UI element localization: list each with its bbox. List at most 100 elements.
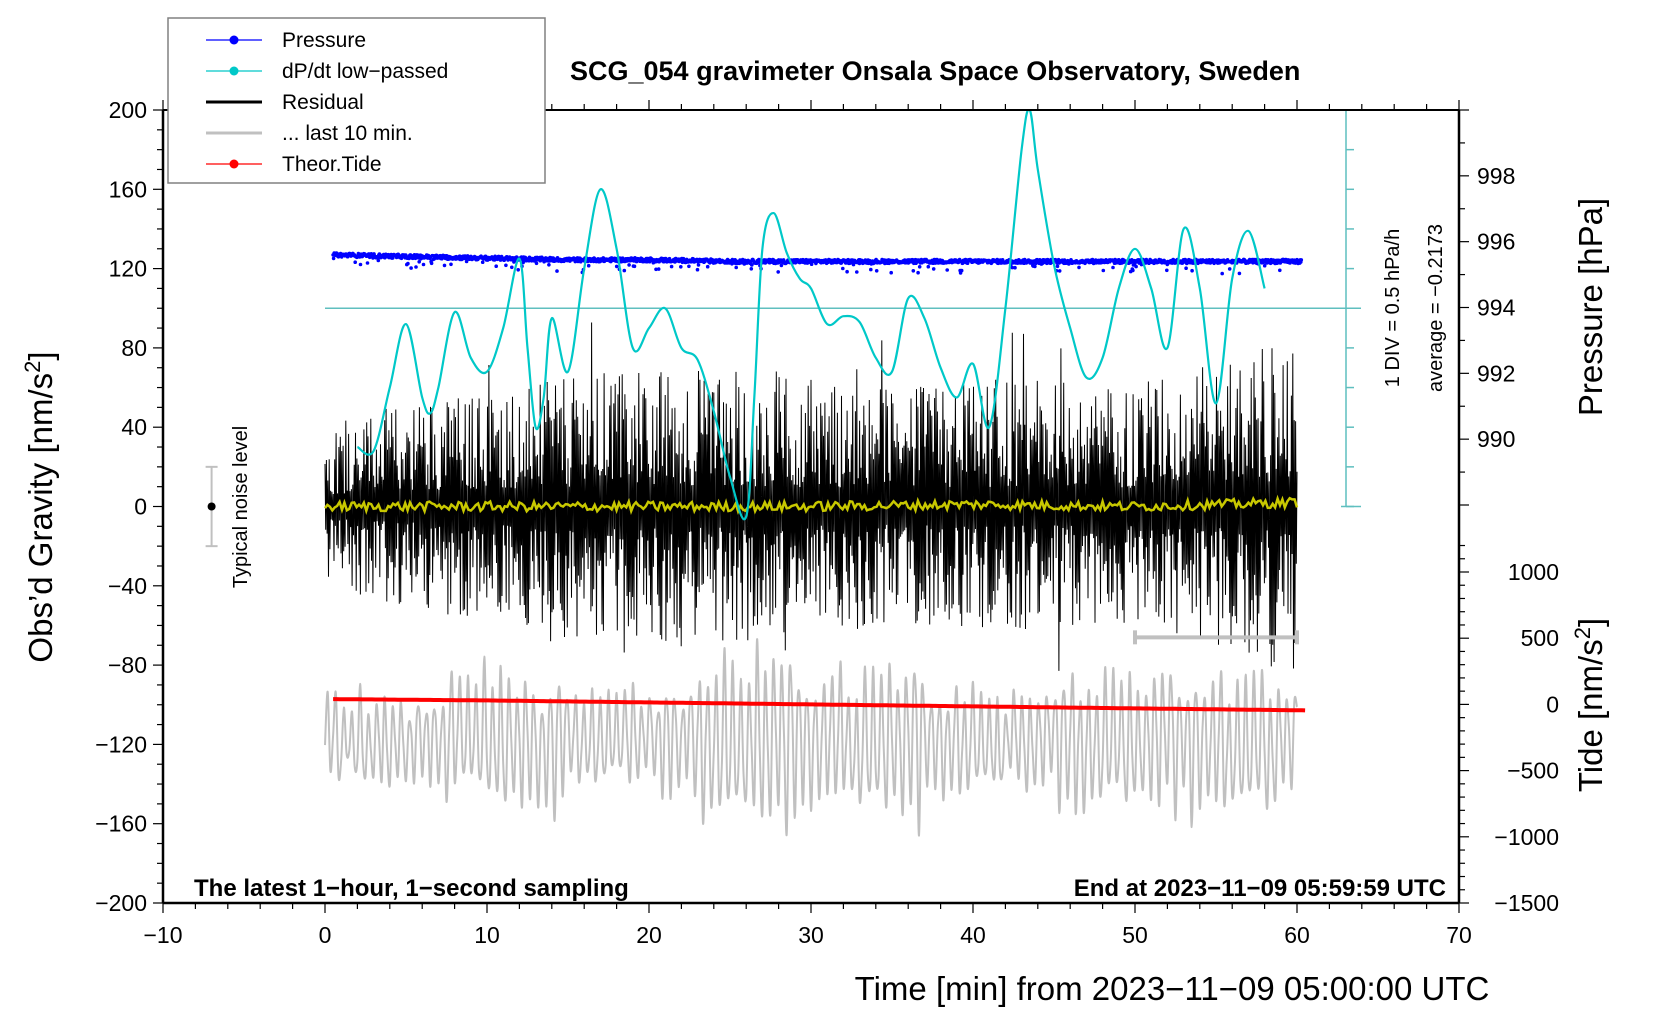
pressure-point xyxy=(779,263,784,268)
pressure-point xyxy=(586,263,591,268)
pressure-point xyxy=(414,265,418,269)
pressure-point xyxy=(555,269,559,273)
noise-center-dot xyxy=(207,502,216,511)
tide-tick-label: 500 xyxy=(1521,625,1559,651)
dpdt-scale-label: 1 DIV = 0.5 hPa/h xyxy=(1382,229,1404,387)
axes: −10 0 10 20 30 40 50 60 70 200 160 120 80 40 0 −40 −80 −1… xyxy=(95,97,1559,948)
pressure-point xyxy=(687,264,691,269)
pressure-point xyxy=(1055,264,1060,269)
annotation-marks xyxy=(205,465,1299,645)
residual-line xyxy=(324,322,1298,671)
pressure-point xyxy=(376,258,381,263)
y-axis-title-tide: Tide [nm/s2] xyxy=(1570,618,1609,792)
pressure-point xyxy=(965,261,970,266)
y-tick-label: 120 xyxy=(109,256,147,282)
dpdt-series xyxy=(356,110,1266,521)
pressure-point xyxy=(681,256,686,261)
pressure-point xyxy=(547,263,551,267)
legend-label: Residual xyxy=(282,91,364,114)
pressure-point xyxy=(679,265,683,269)
pressure-point xyxy=(705,264,710,269)
pressure-point xyxy=(734,265,738,270)
pressure-point xyxy=(667,256,672,261)
legend-label: Theor.Tide xyxy=(282,153,382,176)
legend-item: dP/dt low−passed xyxy=(206,60,448,83)
pressure-point xyxy=(1077,265,1081,270)
pressure-point xyxy=(534,261,539,266)
pressure-point xyxy=(406,261,410,266)
legend-item: ... last 10 min. xyxy=(206,122,413,145)
tide-series xyxy=(333,697,1306,713)
sampling-note: The latest 1−hour, 1−second sampling xyxy=(194,875,629,902)
pressure-point xyxy=(1237,271,1242,276)
x-tick-label: 10 xyxy=(474,922,500,948)
pressure-point xyxy=(358,262,363,267)
tide-tick-label: 0 xyxy=(1546,691,1559,717)
legend: Pressure dP/dt low−passed Residual ... last… xyxy=(167,17,546,184)
pressure-point xyxy=(1184,266,1188,271)
last10min-series xyxy=(324,638,1298,837)
y-tick-label: 40 xyxy=(121,414,147,440)
pressure-point xyxy=(421,262,426,267)
pressure-point xyxy=(442,263,447,268)
pressure-tick-label: 994 xyxy=(1477,295,1516,321)
chart-title: SCG_054 gravimeter Onsala Space Observat… xyxy=(570,56,1300,86)
pressure-point xyxy=(1010,265,1015,270)
y-axis-title-pressure: Pressure [hPa] xyxy=(1572,198,1609,416)
pressure-point xyxy=(356,251,361,256)
legend-marker xyxy=(229,159,239,169)
residual-lowpass-line xyxy=(324,494,1299,516)
pressure-point xyxy=(1134,264,1138,269)
pressure-point xyxy=(869,267,873,272)
pressure-point xyxy=(409,266,413,270)
y-tick-label: −40 xyxy=(108,573,147,599)
pressure-point xyxy=(656,267,661,271)
x-tick-label: 40 xyxy=(960,922,986,948)
noise-level-label: Typical noise level xyxy=(230,426,252,588)
pressure-point xyxy=(1278,268,1282,273)
pressure-tick-label: 992 xyxy=(1477,360,1515,386)
y-tick-label: 160 xyxy=(109,176,147,202)
y-tick-label: 80 xyxy=(121,335,147,361)
pressure-point xyxy=(417,260,422,264)
pressure-point xyxy=(1033,264,1037,269)
pressure-point xyxy=(480,260,485,265)
pressure-point xyxy=(494,264,499,269)
legend-item: Residual xyxy=(206,91,364,114)
end-time-note: End at 2023−11−09 05:59:59 UTC xyxy=(1074,875,1446,902)
tide-tick-label: −500 xyxy=(1507,758,1559,784)
pressure-point xyxy=(429,261,434,266)
dpdt-line xyxy=(356,110,1266,521)
tide-tick-label: −1000 xyxy=(1494,824,1559,850)
pressure-point xyxy=(391,256,395,260)
pressure-point xyxy=(916,270,920,275)
pressure-point xyxy=(331,256,336,261)
y-tick-label: −120 xyxy=(95,731,147,757)
pressure-point xyxy=(845,269,849,274)
pressure-point xyxy=(695,267,700,272)
x-tick-label: −10 xyxy=(143,922,182,948)
pressure-point xyxy=(627,263,631,267)
legend-item: Pressure xyxy=(206,29,366,52)
legend-label: ... last 10 min. xyxy=(282,122,413,145)
x-axis-title: Time [min] from 2023−11−09 05:00:00 UTC xyxy=(855,970,1490,1007)
pressure-point xyxy=(1013,265,1017,270)
pressure-point xyxy=(841,266,845,271)
pressure-point xyxy=(622,268,627,273)
pressure-point xyxy=(851,262,856,267)
x-tick-label: 0 xyxy=(319,922,332,948)
legend-item: Theor.Tide xyxy=(206,153,382,176)
legend-marker xyxy=(229,35,239,45)
pressure-point xyxy=(855,270,859,274)
dpdt-average-label: average = −0.2173 xyxy=(1425,224,1447,392)
y-tick-label: 0 xyxy=(134,494,147,520)
pressure-point xyxy=(1057,269,1062,273)
pressure-tick-label: 998 xyxy=(1477,163,1515,189)
x-tick-label: 50 xyxy=(1122,922,1148,948)
pressure-point xyxy=(959,268,964,273)
pressure-point xyxy=(1220,271,1224,276)
last10min-line xyxy=(324,638,1298,837)
tide-tick-label: −1500 xyxy=(1494,890,1559,916)
tide-line xyxy=(333,697,1306,713)
pressure-point xyxy=(749,267,754,271)
